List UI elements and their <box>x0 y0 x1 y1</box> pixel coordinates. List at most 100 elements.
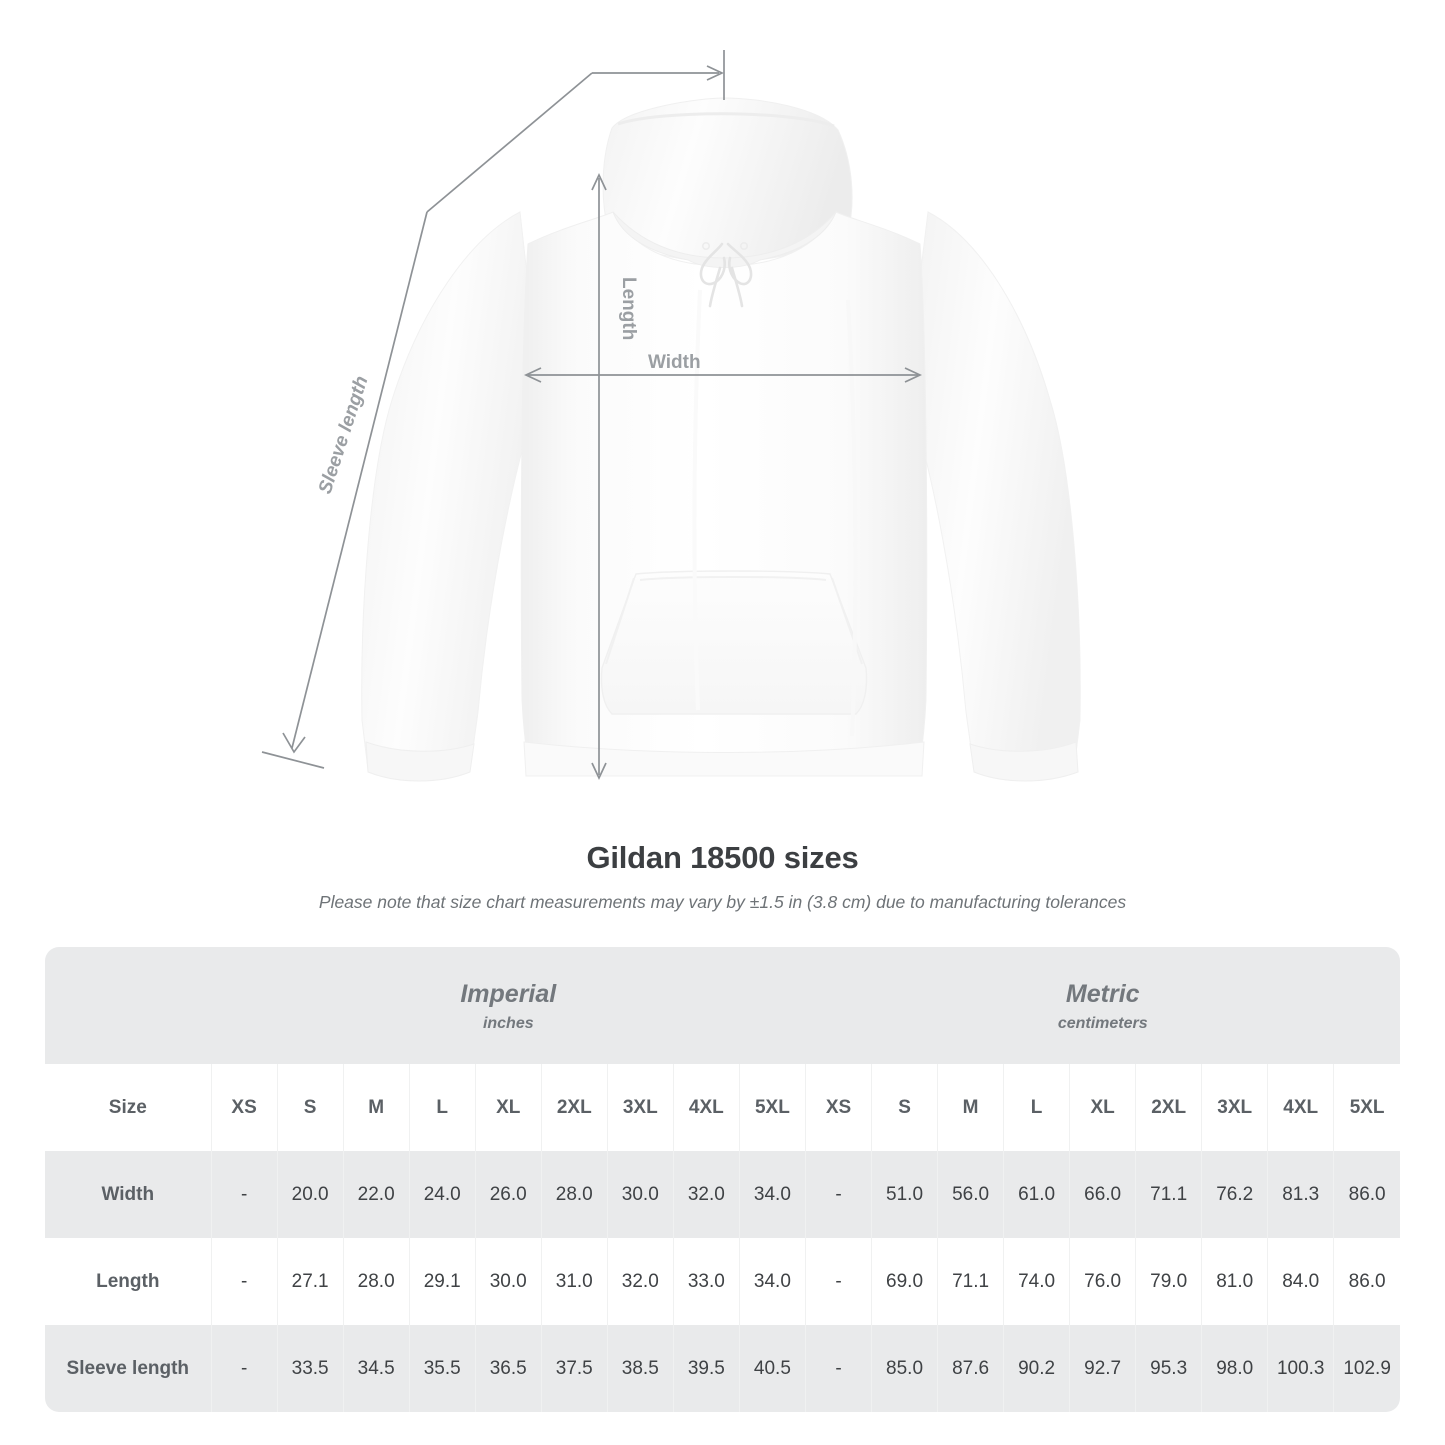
unit-metric-sub: centimeters <box>1057 1015 1148 1032</box>
size-col-imperial-2xl: 2XL <box>540 1064 608 1151</box>
cell-length-met-xs: - <box>804 1238 872 1325</box>
cell-length-imp-l: 29.1 <box>408 1238 476 1325</box>
cell-sleeve-met-5xl: 102.9 <box>1333 1325 1400 1412</box>
cell-width-imp-5xl: 34.0 <box>738 1151 806 1238</box>
unit-header-row: Imperial inches Metric centimeters <box>45 947 1400 1064</box>
cell-sleeve-imp-xl: 36.5 <box>474 1325 542 1412</box>
cell-length-imp-3xl: 32.0 <box>606 1238 674 1325</box>
cell-width-imp-2xl: 28.0 <box>540 1151 608 1238</box>
cell-width-met-2xl: 71.1 <box>1135 1151 1202 1238</box>
garment-diagram: Length Width Sleeve length <box>261 50 1081 782</box>
size-col-imperial-m: M <box>342 1064 410 1151</box>
cell-length-imp-m: 28.0 <box>342 1238 410 1325</box>
width-label: Width <box>648 352 701 373</box>
size-col-imperial-l: L <box>408 1064 476 1151</box>
size-col-imperial-5xl: 5XL <box>738 1064 806 1151</box>
title-block: Gildan 18500 sizes Please note that size… <box>0 838 1445 914</box>
cell-width-imp-xl: 26.0 <box>474 1151 542 1238</box>
length-dimension <box>591 172 607 781</box>
cell-length-imp-xs: - <box>210 1238 278 1325</box>
cell-sleeve-imp-5xl: 40.5 <box>738 1325 806 1412</box>
cell-width-met-s: 51.0 <box>871 1151 938 1238</box>
row-label-sleeve-length: Sleeve length <box>45 1325 212 1412</box>
size-col-metric-3xl: 3XL <box>1201 1064 1268 1151</box>
cell-sleeve-met-4xl: 100.3 <box>1267 1325 1334 1412</box>
cell-length-met-xl: 76.0 <box>1069 1238 1136 1325</box>
size-col-imperial-s: S <box>276 1064 344 1151</box>
cell-sleeve-imp-2xl: 37.5 <box>540 1325 608 1412</box>
cell-length-imp-4xl: 33.0 <box>672 1238 740 1325</box>
size-col-metric-l: L <box>1003 1064 1070 1151</box>
cell-sleeve-met-2xl: 95.3 <box>1135 1325 1202 1412</box>
row-label-width: Width <box>45 1151 212 1238</box>
cell-width-imp-s: 20.0 <box>276 1151 344 1238</box>
cell-width-met-xs: - <box>804 1151 872 1238</box>
table-row: Width - 20.0 22.0 24.0 26.0 28.0 30.0 32… <box>45 1151 1400 1238</box>
size-col-metric-s: S <box>871 1064 938 1151</box>
size-col-metric-4xl: 4XL <box>1267 1064 1334 1151</box>
cell-sleeve-imp-3xl: 38.5 <box>606 1325 674 1412</box>
cell-length-imp-xl: 30.0 <box>474 1238 542 1325</box>
size-col-imperial-xs: XS <box>210 1064 278 1151</box>
cell-width-imp-3xl: 30.0 <box>606 1151 674 1238</box>
size-col-metric-xs: XS <box>804 1064 872 1151</box>
cell-length-met-2xl: 79.0 <box>1135 1238 1202 1325</box>
size-table: Imperial inches Metric centimeters Size … <box>45 947 1400 1412</box>
cell-sleeve-imp-4xl: 39.5 <box>672 1325 740 1412</box>
cell-length-imp-s: 27.1 <box>276 1238 344 1325</box>
unit-metric: Metric centimeters <box>805 947 1400 1064</box>
size-col-metric-xl: XL <box>1069 1064 1136 1151</box>
cell-width-met-l: 61.0 <box>1003 1151 1070 1238</box>
table-row: Length - 27.1 28.0 29.1 30.0 31.0 32.0 3… <box>45 1238 1400 1325</box>
row-label-length: Length <box>45 1238 212 1325</box>
cell-width-met-4xl: 81.3 <box>1267 1151 1334 1238</box>
cell-sleeve-met-m: 87.6 <box>937 1325 1004 1412</box>
cell-width-met-3xl: 76.2 <box>1201 1151 1268 1238</box>
size-table-wrapper: Imperial inches Metric centimeters Size … <box>45 947 1400 1412</box>
sleeve-length-label: Sleeve length <box>315 374 373 497</box>
size-col-imperial-4xl: 4XL <box>672 1064 740 1151</box>
cell-sleeve-met-xl: 92.7 <box>1069 1325 1136 1412</box>
size-col-metric-2xl: 2XL <box>1135 1064 1202 1151</box>
size-label: Size <box>45 1064 212 1151</box>
cell-sleeve-met-l: 90.2 <box>1003 1325 1070 1412</box>
cell-length-met-m: 71.1 <box>937 1238 1004 1325</box>
unit-metric-name: Metric <box>1065 980 1140 1008</box>
cell-sleeve-met-3xl: 98.0 <box>1201 1325 1268 1412</box>
cell-length-imp-5xl: 34.0 <box>738 1238 806 1325</box>
cell-sleeve-imp-l: 35.5 <box>408 1325 476 1412</box>
size-col-metric-5xl: 5XL <box>1333 1064 1400 1151</box>
cell-length-met-4xl: 84.0 <box>1267 1238 1334 1325</box>
table-row: Sleeve length - 33.5 34.5 35.5 36.5 37.5… <box>45 1325 1400 1412</box>
cell-length-met-3xl: 81.0 <box>1201 1238 1268 1325</box>
cell-sleeve-met-xs: - <box>804 1325 872 1412</box>
unit-imperial-name: Imperial <box>460 980 557 1008</box>
cell-width-imp-m: 22.0 <box>342 1151 410 1238</box>
cell-length-met-s: 69.0 <box>871 1238 938 1325</box>
cell-width-met-xl: 66.0 <box>1069 1151 1136 1238</box>
cell-length-imp-2xl: 31.0 <box>540 1238 608 1325</box>
unit-imperial: Imperial inches <box>211 947 806 1064</box>
tolerance-note: Please note that size chart measurements… <box>318 892 1127 912</box>
length-label: Length <box>618 277 639 340</box>
cell-sleeve-met-s: 85.0 <box>871 1325 938 1412</box>
unit-spacer <box>45 947 212 1064</box>
cell-sleeve-imp-m: 34.5 <box>342 1325 410 1412</box>
sleeve-length-dimension <box>261 50 725 769</box>
page-title: Gildan 18500 sizes <box>586 840 859 875</box>
size-col-metric-m: M <box>937 1064 1004 1151</box>
cell-length-met-l: 74.0 <box>1003 1238 1070 1325</box>
cell-length-met-5xl: 86.0 <box>1333 1238 1400 1325</box>
cell-width-imp-xs: - <box>210 1151 278 1238</box>
cell-sleeve-imp-xs: - <box>210 1325 278 1412</box>
size-col-imperial-xl: XL <box>474 1064 542 1151</box>
unit-imperial-sub: inches <box>482 1015 534 1032</box>
cell-sleeve-imp-s: 33.5 <box>276 1325 344 1412</box>
cell-width-met-m: 56.0 <box>937 1151 1004 1238</box>
cell-width-imp-4xl: 32.0 <box>672 1151 740 1238</box>
cell-width-met-5xl: 86.0 <box>1333 1151 1400 1238</box>
measurement-lines <box>261 50 923 781</box>
cell-width-imp-l: 24.0 <box>408 1151 476 1238</box>
hoodie-illustration <box>361 97 1081 782</box>
